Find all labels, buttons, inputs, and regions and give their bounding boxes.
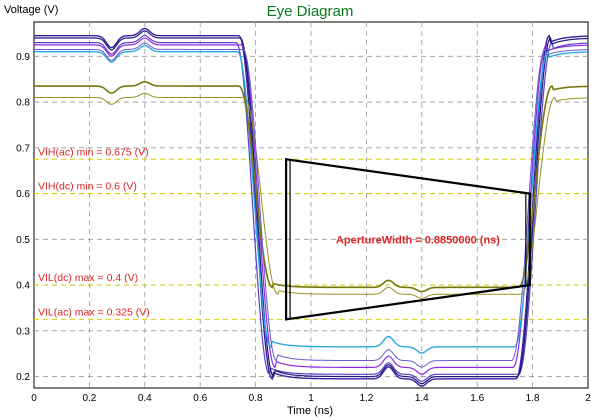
threshold-label: VIH(ac) min = 0.675 (V) xyxy=(38,146,149,158)
plot-area: 0 0.2 0.4 0.6 0.8 1 1.2 1.4 1.6 1.8 20.20.30.40.50… xyxy=(16,21,591,404)
y-tick-label: 0.6 xyxy=(16,189,30,200)
aperture-width-label: ApertureWidth = 0.8850000 (ns) xyxy=(336,234,500,246)
x-tick-label: 1.6 xyxy=(470,393,484,404)
y-tick-label: 0.2 xyxy=(16,372,30,383)
waveform-series-3 xyxy=(34,37,588,375)
x-tick-label: 1.2 xyxy=(359,393,373,404)
waveform-series-6 xyxy=(34,80,589,293)
x-tick-label: 0.4 xyxy=(138,393,152,404)
x-tick-label: 2 xyxy=(585,393,591,404)
waveform-series-5 xyxy=(34,44,588,354)
y-tick-label: 0.5 xyxy=(16,235,30,246)
threshold-label: VIL(ac) max = 0.325 (V) xyxy=(38,306,150,318)
y-tick-label: 0.9 xyxy=(16,52,30,63)
chart-title: Eye Diagram xyxy=(267,3,354,20)
y-tick-label: 0.7 xyxy=(16,143,30,154)
threshold-label: VIL(dc) max = 0.4 (V) xyxy=(38,272,138,284)
x-tick-label: 0.6 xyxy=(193,393,207,404)
waveform-series-2 xyxy=(34,34,588,382)
waveform-series-7 xyxy=(34,92,589,299)
x-axis-label: Time (ns) xyxy=(287,405,333,417)
aperture-outline xyxy=(285,158,531,321)
y-axis-label: Voltage (V) xyxy=(4,4,58,16)
x-tick-label: 1 xyxy=(308,393,314,404)
y-tick-label: 0.4 xyxy=(16,281,30,292)
threshold-label: VIH(dc) min = 0.6 (V) xyxy=(38,181,137,193)
x-tick-label: 1.4 xyxy=(415,393,429,404)
y-tick-label: 0.3 xyxy=(16,326,30,337)
x-tick-label: 0.8 xyxy=(249,393,263,404)
waveform-series-1 xyxy=(34,27,589,387)
waveform-series-8 xyxy=(34,42,589,368)
x-tick-label: 0 xyxy=(31,393,37,404)
y-tick-label: 0.8 xyxy=(16,98,30,109)
waveform-series-4 xyxy=(34,30,588,385)
x-tick-label: 0.2 xyxy=(82,393,96,404)
x-tick-label: 1.8 xyxy=(526,393,540,404)
